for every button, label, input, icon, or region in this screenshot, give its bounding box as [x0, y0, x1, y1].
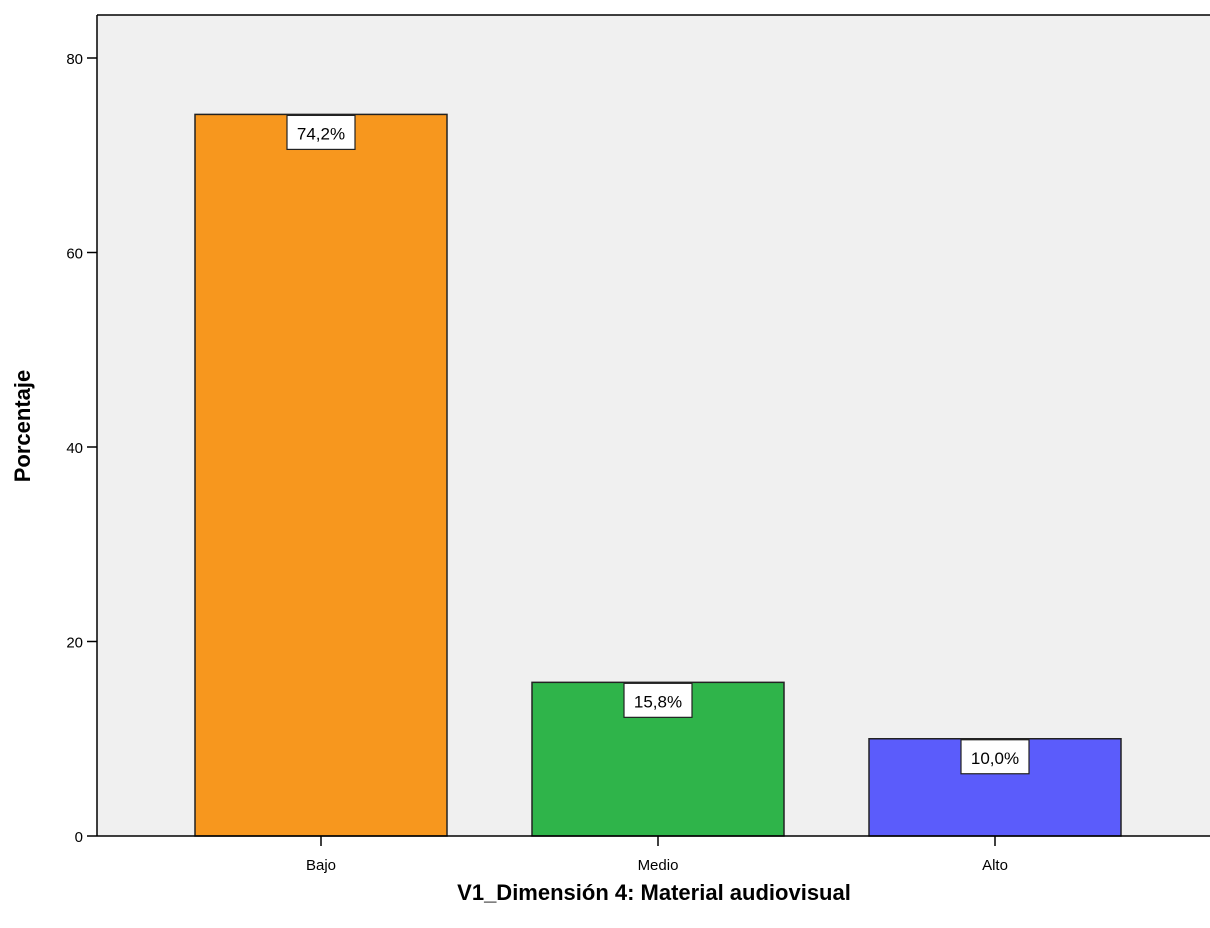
bar-bajo: [194, 113, 448, 837]
x-ticks-group: Bajo Medio Alto: [306, 836, 1008, 874]
y-tick-label: 20: [66, 635, 83, 652]
y-axis-title: Porcentaje: [10, 370, 35, 483]
y-tick-label: 80: [66, 51, 83, 68]
y-ticks-group: 0 20 40 60 80: [66, 51, 97, 846]
y-tick-label: 0: [75, 829, 83, 846]
data-label-medio: 15,8%: [634, 692, 682, 711]
data-labels-group: 74,2% 15,8% 10,0%: [286, 114, 1030, 775]
data-label-alto: 10,0%: [971, 749, 1019, 768]
y-tick-label: 40: [66, 440, 83, 457]
data-label-box: [960, 739, 1030, 775]
x-tick-label-medio: Medio: [638, 857, 679, 874]
x-tick-label-alto: Alto: [982, 857, 1008, 874]
data-label-bajo: 74,2%: [297, 124, 345, 143]
data-label-box: [286, 114, 356, 151]
x-axis-title: V1_Dimensión 4: Material audiovisual: [457, 880, 851, 905]
y-tick-label: 60: [66, 246, 83, 263]
x-tick-label-bajo: Bajo: [306, 857, 336, 874]
bars-group: [194, 113, 1122, 837]
data-label-box: [623, 682, 693, 718]
